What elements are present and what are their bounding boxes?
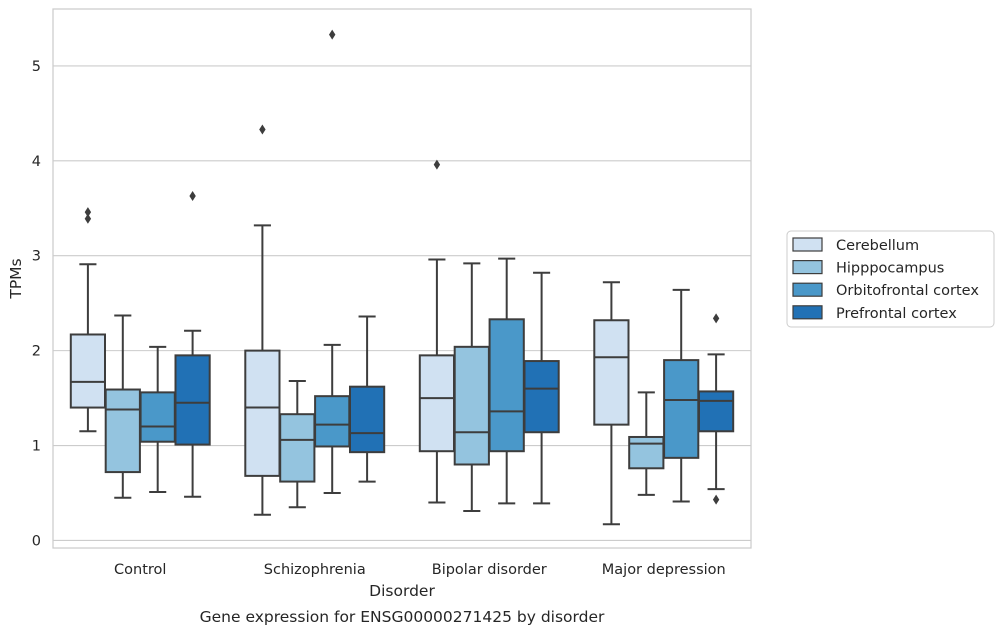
box-cerebellum xyxy=(593,281,630,526)
grid-lines xyxy=(53,65,751,541)
y-tick-label: 4 xyxy=(32,154,41,170)
box-orbitofrontal-cortex xyxy=(663,288,700,503)
box-prefrontal-cortex xyxy=(348,315,386,483)
outlier-point xyxy=(189,190,196,201)
legend: Cerebellum Hipppocampus Orbitofrontal cort… xyxy=(786,230,995,328)
box-iqr xyxy=(418,354,456,453)
x-axis-label: Disorder xyxy=(369,582,435,600)
box-orbitofrontal-cortex xyxy=(314,29,351,494)
y-tick-label: 1 xyxy=(32,439,41,455)
y-tick-label: 2 xyxy=(32,344,41,360)
box-cerebellum xyxy=(244,124,281,516)
box-iqr xyxy=(523,360,560,434)
box-prefrontal-cortex xyxy=(174,190,211,498)
outlier-point xyxy=(259,124,266,135)
legend-label: Hipppocampus xyxy=(836,261,944,277)
box-hipppocampus xyxy=(104,314,141,499)
box-iqr xyxy=(174,354,211,446)
box-iqr xyxy=(348,385,386,454)
x-tick-label: Bipolar disorder xyxy=(432,562,547,578)
box-iqr xyxy=(593,319,630,426)
y-axis-label: TPMs xyxy=(7,258,25,299)
outlier-point xyxy=(84,207,92,218)
legend-swatch xyxy=(792,260,823,275)
box-iqr xyxy=(453,345,490,466)
box-cerebellum xyxy=(69,207,107,433)
outlier-point xyxy=(712,494,720,505)
legend-frame xyxy=(786,230,995,328)
outlier-point xyxy=(329,29,336,40)
box-prefrontal-cortex xyxy=(697,313,735,505)
plot-frame xyxy=(52,8,752,549)
legend-swatch xyxy=(792,237,823,252)
legend-swatch xyxy=(792,305,823,320)
y-tick-labels: 0 1 2 3 4 5 xyxy=(32,59,41,549)
x-tick-label: Control xyxy=(114,562,166,578)
box-orbitofrontal-cortex xyxy=(488,257,525,505)
y-tick-label: 3 xyxy=(32,249,41,265)
boxes xyxy=(69,29,735,526)
box-iqr xyxy=(663,359,700,459)
box-hipppocampus xyxy=(453,262,490,512)
legend-label: Prefrontal cortex xyxy=(836,306,957,322)
box-iqr xyxy=(279,413,316,483)
legend-swatch xyxy=(792,282,823,297)
box-iqr xyxy=(244,349,281,477)
box-iqr xyxy=(104,388,141,474)
box-prefrontal-cortex xyxy=(523,271,560,505)
box-iqr xyxy=(314,395,351,448)
box-iqr xyxy=(628,435,665,470)
x-tick-label: Schizophrenia xyxy=(264,562,366,578)
chart-caption: Gene expression for ENSG00000271425 by d… xyxy=(200,608,605,626)
x-tick-labels: Control Schizophrenia Bipolar disorder Majo… xyxy=(114,562,726,578)
box-iqr xyxy=(69,333,107,409)
outlier-point xyxy=(84,213,92,224)
box-hipppocampus xyxy=(279,379,316,509)
outlier-point xyxy=(433,159,441,170)
box-iqr xyxy=(139,391,176,443)
x-tick-label: Major depression xyxy=(602,562,726,578)
legend-label: Orbitofrontal cortex xyxy=(836,283,979,299)
y-tick-label: 5 xyxy=(32,59,41,75)
legend-label: Cerebellum xyxy=(836,238,919,254)
outlier-point xyxy=(712,313,720,324)
box-iqr xyxy=(697,390,735,433)
box-iqr xyxy=(488,318,525,453)
box-cerebellum xyxy=(418,159,456,504)
box-hipppocampus xyxy=(628,391,665,496)
y-tick-label: 0 xyxy=(32,533,41,549)
box-orbitofrontal-cortex xyxy=(139,345,176,494)
